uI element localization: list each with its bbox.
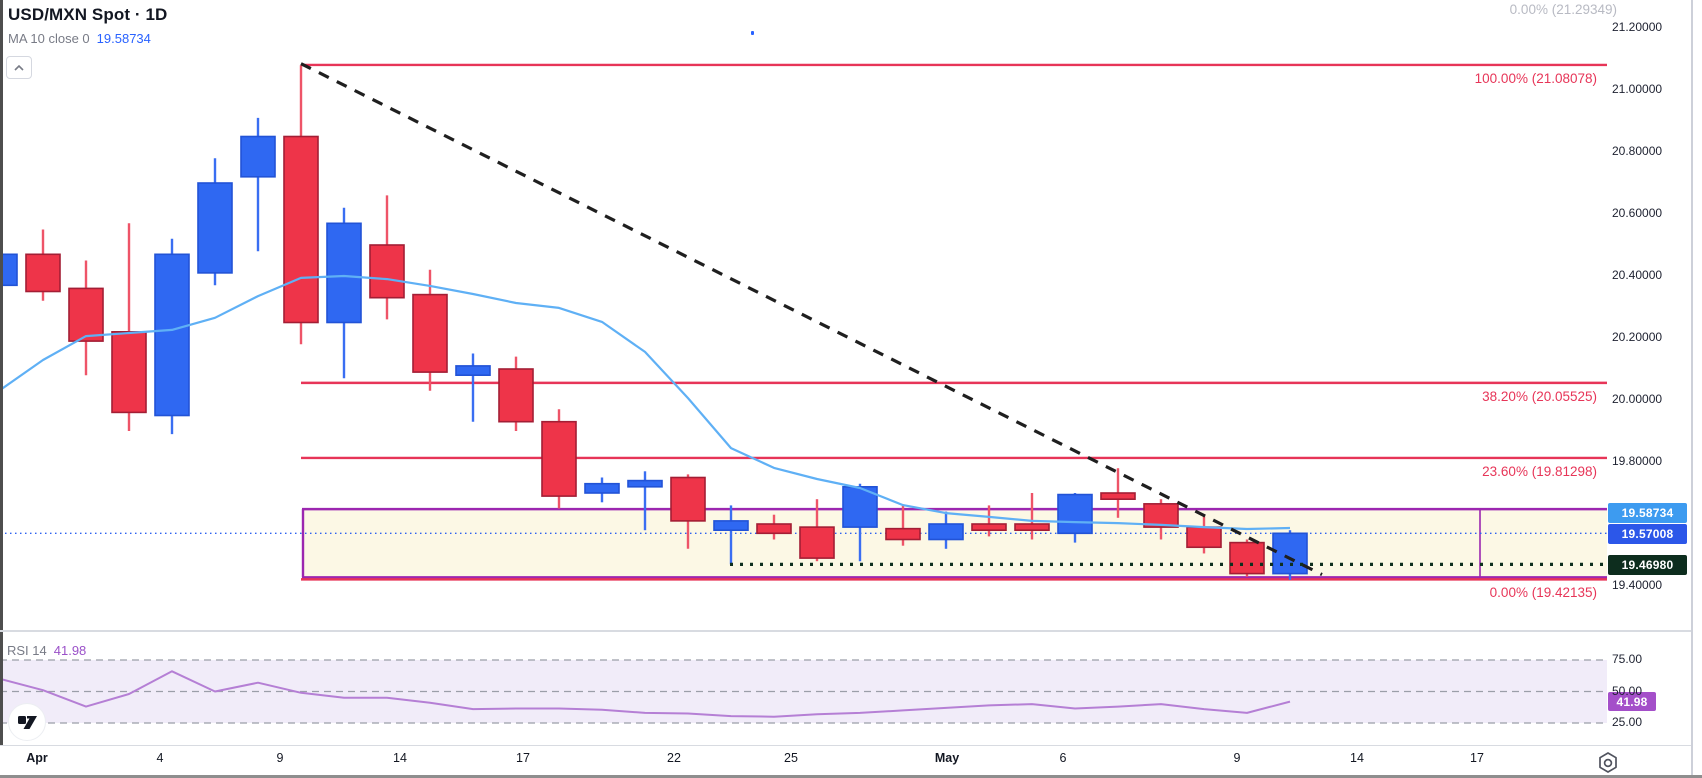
time-axis-tick[interactable]: 17 — [1470, 751, 1484, 765]
candle-body — [1014, 523, 1050, 531]
candle-body — [1143, 503, 1179, 528]
candle-body — [928, 523, 964, 541]
candle-body — [885, 527, 921, 541]
candle-body — [713, 520, 749, 532]
fib-level-label: 38.20% (20.05525) — [1482, 388, 1597, 404]
candle-body — [971, 523, 1007, 531]
ma-legend-label: MA 10 close 0 — [8, 31, 90, 46]
symbol-title[interactable]: USD/MXN Spot · 1D — [8, 5, 168, 24]
ma-legend-value: 19.58734 — [96, 31, 151, 46]
price-axis-tick[interactable]: 20.20000 — [1612, 330, 1663, 344]
fib-extension-label: 0.00% (21.29349) — [1509, 2, 1617, 17]
time-axis-tick[interactable]: Apr — [26, 751, 48, 765]
price-axis-tick[interactable]: 20.40000 — [1612, 268, 1663, 282]
cursor-dot — [751, 31, 754, 35]
candle-body — [326, 222, 362, 324]
time-axis-border — [0, 745, 1692, 746]
time-axis-tick[interactable]: 14 — [1350, 751, 1364, 765]
left-edge-divider — [0, 0, 3, 745]
time-axis-tick[interactable]: May — [934, 751, 960, 765]
candle-body — [68, 287, 104, 342]
highlight-box-border — [301, 507, 1607, 579]
rsi-legend-value: 41.98 — [53, 643, 87, 658]
price-axis-tick[interactable]: 21.20000 — [1612, 20, 1663, 34]
candle-body — [670, 476, 706, 522]
time-axis-tick[interactable]: 17 — [516, 751, 530, 765]
time-axis-tick[interactable]: 22 — [667, 751, 681, 765]
candle-body — [1186, 526, 1222, 549]
time-axis-tick[interactable]: 14 — [393, 751, 407, 765]
candle-body — [1100, 492, 1136, 500]
price-axis-tick[interactable]: 21.00000 — [1612, 82, 1663, 96]
candle-body — [498, 368, 534, 423]
fib-retracement-lines — [301, 63, 1607, 581]
rsi-pane — [0, 659, 1607, 724]
candlesticks — [3, 65, 1308, 580]
candle-body — [369, 244, 405, 299]
price-axis-tick[interactable]: 20.60000 — [1612, 206, 1663, 220]
highlight-box-fill — [302, 509, 1607, 578]
time-axis-tick[interactable]: 9 — [276, 751, 284, 765]
timezone-settings-icon[interactable] — [1594, 749, 1622, 778]
candle-body — [1229, 541, 1265, 575]
ma-price-badge: 19.58734 — [1608, 503, 1687, 523]
price-axis-tick[interactable]: 19.40000 — [1612, 578, 1663, 592]
candle-body — [455, 365, 491, 376]
time-axis-tick[interactable]: 25 — [784, 751, 798, 765]
main-pane — [3, 62, 1607, 581]
time-axis-tick[interactable]: 9 — [1233, 751, 1241, 765]
chevron-up-icon — [14, 64, 24, 71]
rsi-legend-label: RSI 14 — [7, 643, 47, 658]
rsi-line — [0, 670, 1291, 718]
rsi-axis-tick[interactable]: 75.00 — [1612, 652, 1643, 666]
candle-body — [283, 135, 319, 324]
right-edge-divider — [1691, 0, 1693, 778]
ma-indicator-legend[interactable]: MA 10 close 0 19.58734 — [8, 31, 151, 46]
candle-body — [756, 523, 792, 535]
candle-body — [111, 330, 147, 414]
time-axis-tick[interactable]: 6 — [1059, 751, 1067, 765]
window-bottom-edge — [0, 775, 1702, 778]
candle-body — [154, 253, 190, 417]
collapse-pane-button[interactable] — [6, 56, 32, 79]
candle-body — [412, 293, 448, 373]
fib-level-label: 0.00% (19.42135) — [1489, 585, 1597, 601]
candle-body — [25, 253, 61, 293]
candle-body — [541, 420, 577, 497]
rsi-value-badge: 41.98 — [1608, 692, 1656, 711]
candle-body — [627, 479, 663, 488]
price-axis-tick[interactable]: 20.00000 — [1612, 392, 1663, 406]
rsi-axis-tick[interactable]: 50.00 — [1612, 683, 1643, 698]
last-price-badge: 19.57008 — [1608, 524, 1687, 544]
tradingview-logo[interactable] — [7, 702, 47, 747]
candle-body — [584, 482, 620, 494]
rsi-axis-tick[interactable]: 25.00 — [1612, 715, 1643, 729]
candle-body — [799, 526, 835, 559]
rsi-indicator-legend[interactable]: RSI 14 41.98 — [7, 642, 91, 659]
candle-body — [197, 182, 233, 274]
candle-body — [3, 253, 18, 287]
level-price-badge: 19.46980 — [1608, 555, 1687, 575]
fib-level-label: 100.00% (21.08078) — [1474, 70, 1597, 86]
candle-body — [1272, 532, 1308, 575]
price-axis-tick[interactable]: 19.80000 — [1612, 454, 1663, 468]
trendline — [300, 62, 1323, 576]
ma10-line — [3, 274, 1291, 531]
price-axis-tick[interactable]: 20.80000 — [1612, 144, 1663, 158]
time-axis-tick[interactable]: 4 — [156, 751, 164, 765]
pane-divider[interactable] — [0, 630, 1692, 632]
candle-body — [1057, 493, 1093, 535]
fib-level-label: 23.60% (19.81298) — [1482, 463, 1597, 479]
candle-body — [240, 135, 276, 178]
